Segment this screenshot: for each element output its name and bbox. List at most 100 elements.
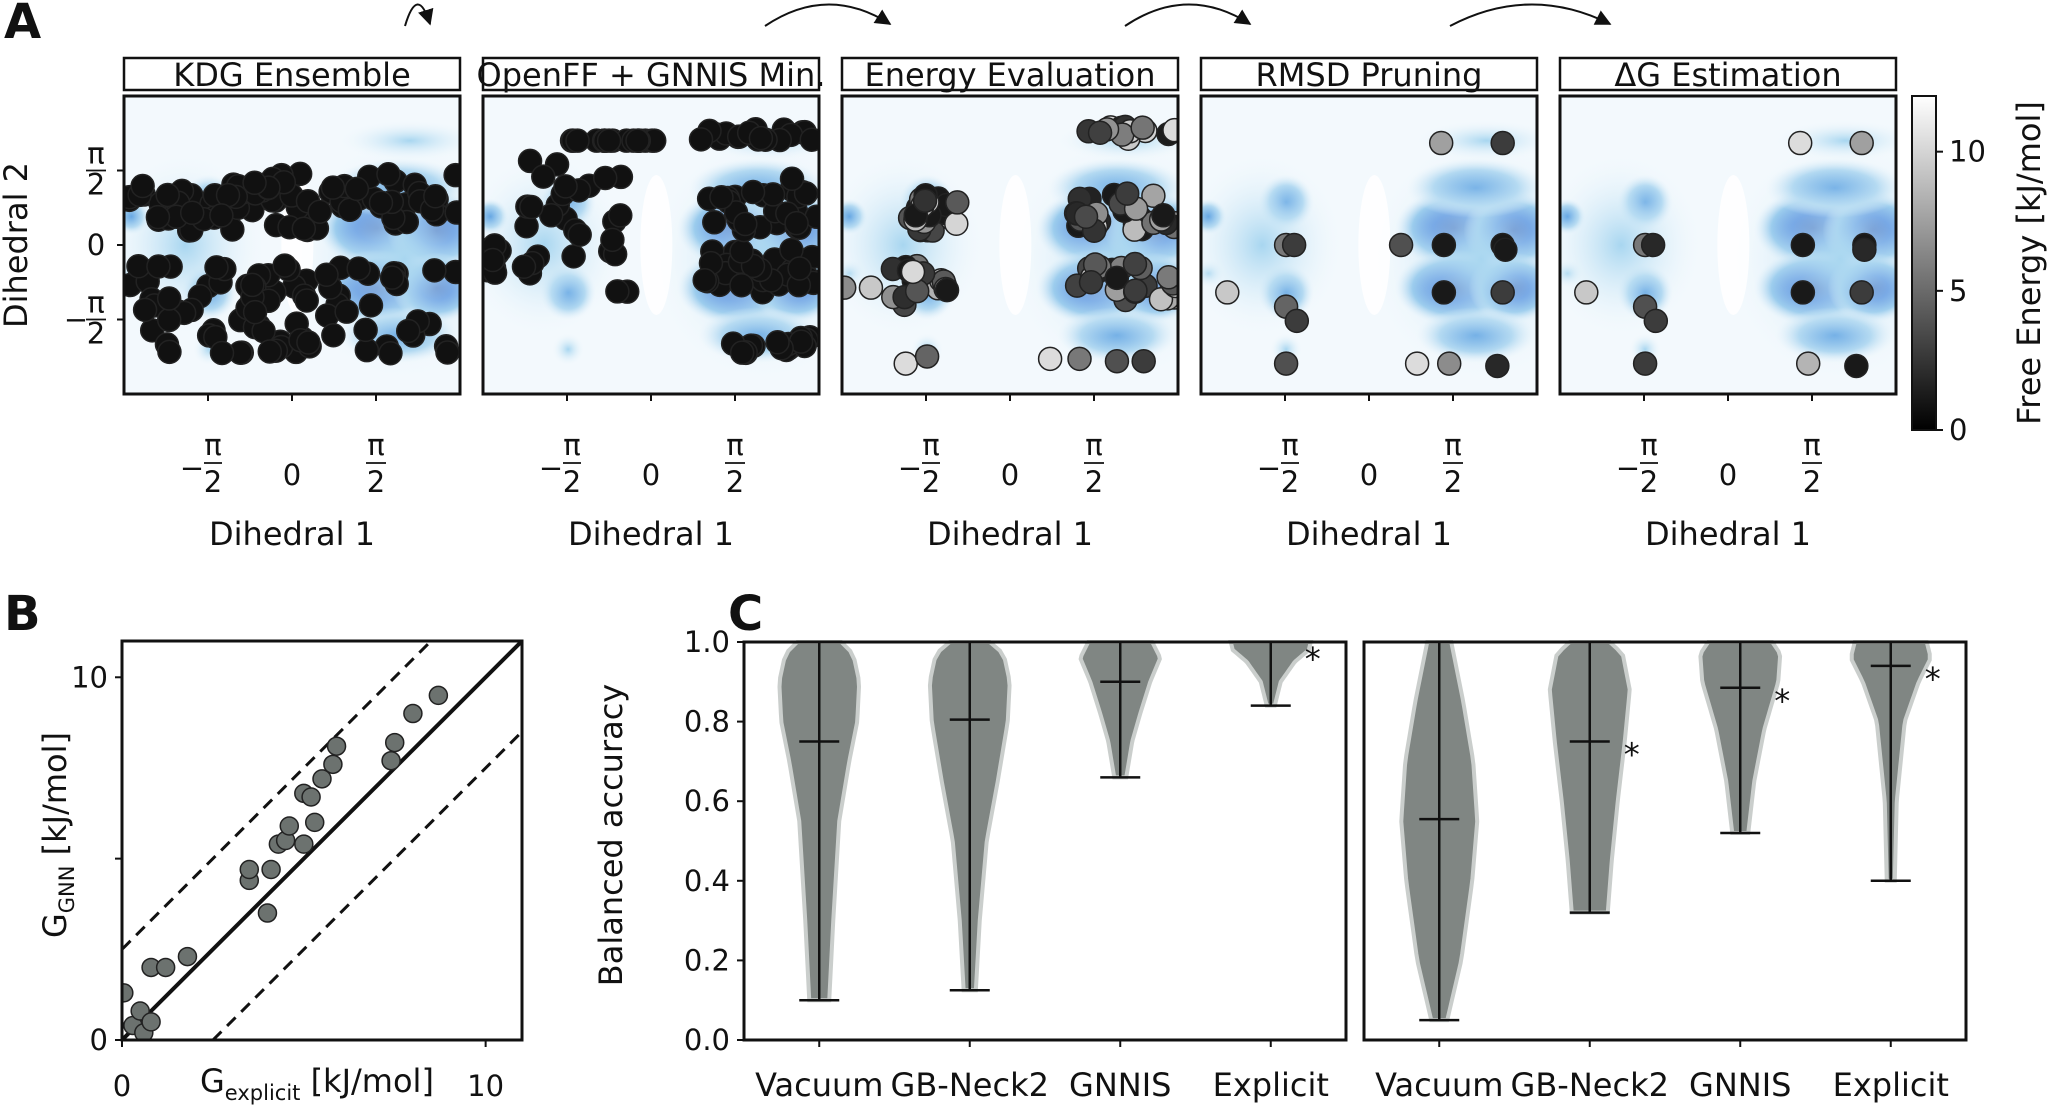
density-gap	[999, 175, 1032, 315]
panel-letter-a: A	[4, 0, 41, 50]
data-point	[177, 946, 198, 967]
conformer-point	[1087, 120, 1113, 146]
conformer-point	[1156, 265, 1178, 290]
conformer-point	[1281, 232, 1307, 258]
violin-subplot-2: Vacuum * GB-Neck2 * GNNIS * Explicit	[1362, 640, 1968, 1104]
conformer-point	[1388, 232, 1414, 258]
x-axis-label: Dihedral 1	[1286, 515, 1452, 553]
conformer-point	[565, 128, 590, 153]
conformer-point	[1284, 308, 1310, 334]
conformer-point	[1067, 346, 1092, 372]
conformer-point	[132, 297, 158, 323]
panel-title: RMSD Pruning	[1256, 56, 1483, 94]
x-axis-label: Dihedral 1	[568, 515, 734, 553]
conformer-point	[608, 203, 633, 228]
conformer-point	[307, 199, 332, 224]
conformer-point	[729, 273, 754, 298]
conformer-point	[209, 203, 234, 228]
x-tick-numerator: π	[1640, 428, 1657, 462]
reference-lines	[122, 641, 522, 1040]
conformer-point	[334, 299, 359, 324]
conformer-point	[1122, 251, 1148, 277]
conformer-point	[204, 255, 229, 280]
data-point	[323, 754, 343, 775]
conformer-point	[1640, 232, 1666, 258]
x-axis-label-unit: [kJ/mol]	[300, 1062, 434, 1100]
x-axis-label: Dihedral 1	[209, 515, 375, 553]
x-axis-label-main: G	[200, 1062, 225, 1100]
conformer-point	[1795, 351, 1821, 376]
conformer-point	[944, 211, 969, 236]
conformer-point	[893, 351, 918, 376]
conformer-point	[395, 318, 421, 344]
y-tick-label: 1.0	[684, 625, 730, 659]
conformer-point	[784, 210, 809, 236]
conformer-point	[314, 262, 339, 288]
conformer-point	[483, 247, 505, 273]
conformer-point	[912, 188, 938, 213]
x-tick-minus: −	[1257, 451, 1281, 485]
density-blob	[552, 333, 585, 366]
data-point	[326, 736, 347, 756]
x-tick-numerator: π	[563, 428, 580, 462]
y-axis-label-sub: GNN	[55, 866, 79, 914]
y-axis-label-main: G	[36, 913, 74, 938]
x-tick-label: Vacuum	[755, 1066, 883, 1104]
data-point	[122, 983, 134, 1003]
conformer-point	[567, 222, 592, 247]
conformer-point	[320, 175, 346, 200]
conformer-point	[729, 239, 754, 264]
conformer-point	[1436, 351, 1462, 376]
conformer-point	[1790, 280, 1816, 305]
x-tick-denominator: 2	[204, 465, 222, 499]
x-tick-denominator: 2	[1640, 465, 1658, 499]
conformer-point	[423, 183, 448, 209]
conformer-point	[344, 176, 370, 202]
density-gap	[640, 175, 673, 315]
significance-marker: *	[1774, 682, 1790, 720]
conformer-point	[1404, 351, 1430, 376]
scatter-points	[1215, 130, 1518, 379]
conformer-point	[1493, 237, 1518, 262]
y-axis-label: GGNN [kJ/mol]	[36, 732, 79, 938]
plot-frame	[1362, 640, 1968, 1042]
conformer-point	[729, 340, 755, 365]
conformer-point	[1114, 181, 1140, 206]
y-tick-label: 0.2	[684, 943, 730, 977]
y-tick-minus: −	[64, 303, 88, 337]
conformer-point	[130, 173, 155, 199]
conformer-point	[354, 337, 380, 363]
conformer-point	[934, 277, 960, 303]
conformer-point	[625, 128, 650, 153]
colorbar	[1911, 95, 1937, 431]
conformer-point	[799, 127, 819, 153]
density-gap	[1717, 175, 1750, 315]
conformer-point	[1490, 280, 1515, 305]
data-point	[239, 859, 260, 880]
conformer-point	[215, 182, 241, 208]
conformer-point	[1574, 280, 1599, 305]
conformer-point	[517, 148, 543, 174]
plot-frame	[742, 640, 1348, 1042]
x-axis-label: Dihedral 1	[927, 515, 1093, 553]
y-tick-label: 0.6	[684, 784, 730, 818]
panel-title-box	[481, 56, 821, 92]
conformer-point	[1078, 269, 1104, 295]
conformer-point	[561, 244, 586, 269]
conformer-point	[1104, 265, 1130, 291]
panel-title-box	[122, 56, 462, 92]
scatter-points	[124, 161, 460, 366]
plot-frame	[120, 639, 524, 1042]
conformer-point	[1485, 353, 1510, 379]
panel-title: Energy Evaluation	[864, 56, 1155, 94]
scatter-points	[842, 114, 1178, 376]
conformer-point	[358, 293, 384, 318]
x-tick-label: 0	[1719, 458, 1737, 492]
significance-marker: *	[1925, 660, 1941, 698]
x-tick-label: 10	[467, 1069, 504, 1103]
y-axis-label: Dihedral 2	[0, 162, 35, 328]
conformer-point	[379, 265, 405, 290]
conformer-point	[1431, 280, 1457, 305]
